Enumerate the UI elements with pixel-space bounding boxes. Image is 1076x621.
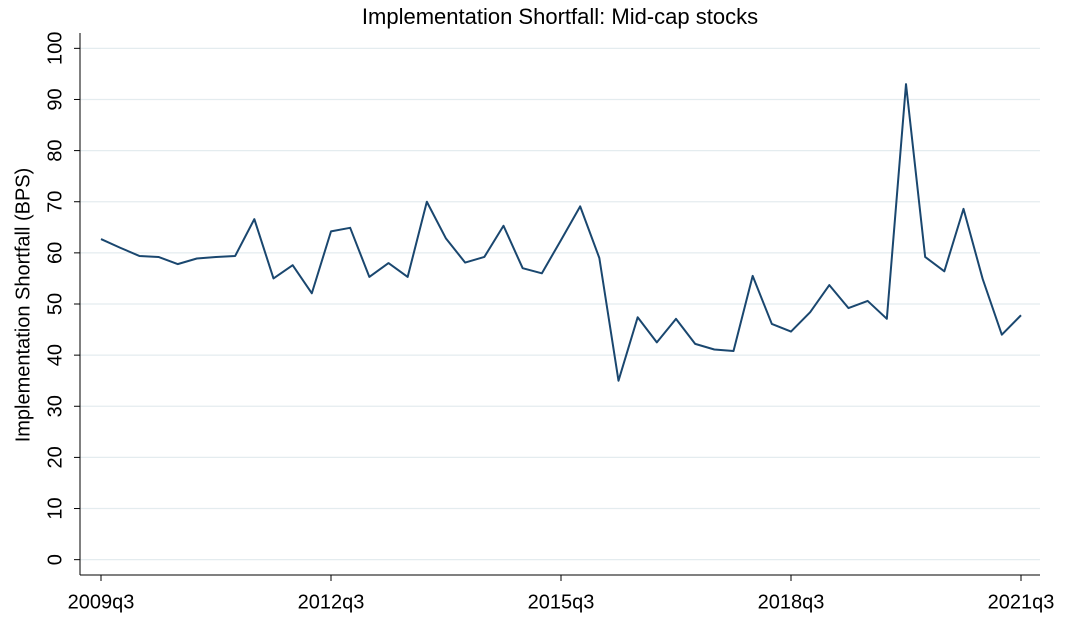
x-tick-label: 2018q3: [758, 591, 825, 613]
y-tick-label: 60: [44, 242, 66, 264]
x-tick-label: 2015q3: [528, 591, 595, 613]
y-tick-label: 100: [44, 32, 66, 65]
y-tick-label: 10: [44, 497, 66, 519]
y-tick-label: 70: [44, 191, 66, 213]
x-tick-label: 2021q3: [988, 591, 1055, 613]
chart-title: Implementation Shortfall: Mid-cap stocks: [362, 4, 758, 29]
y-tick-label: 30: [44, 395, 66, 417]
y-tick-label: 40: [44, 344, 66, 366]
x-tick-label: 2012q3: [298, 591, 365, 613]
y-tick-label: 0: [44, 554, 66, 565]
data-line: [100, 83, 1022, 382]
x-tick-label: 2009q3: [68, 591, 135, 613]
y-tick-label: 50: [44, 293, 66, 315]
y-axis-label: Implementation Shortfall (BPS): [12, 168, 34, 443]
y-tick-label: 20: [44, 446, 66, 468]
y-tick-label: 80: [44, 139, 66, 161]
y-tick-label: 90: [44, 88, 66, 110]
